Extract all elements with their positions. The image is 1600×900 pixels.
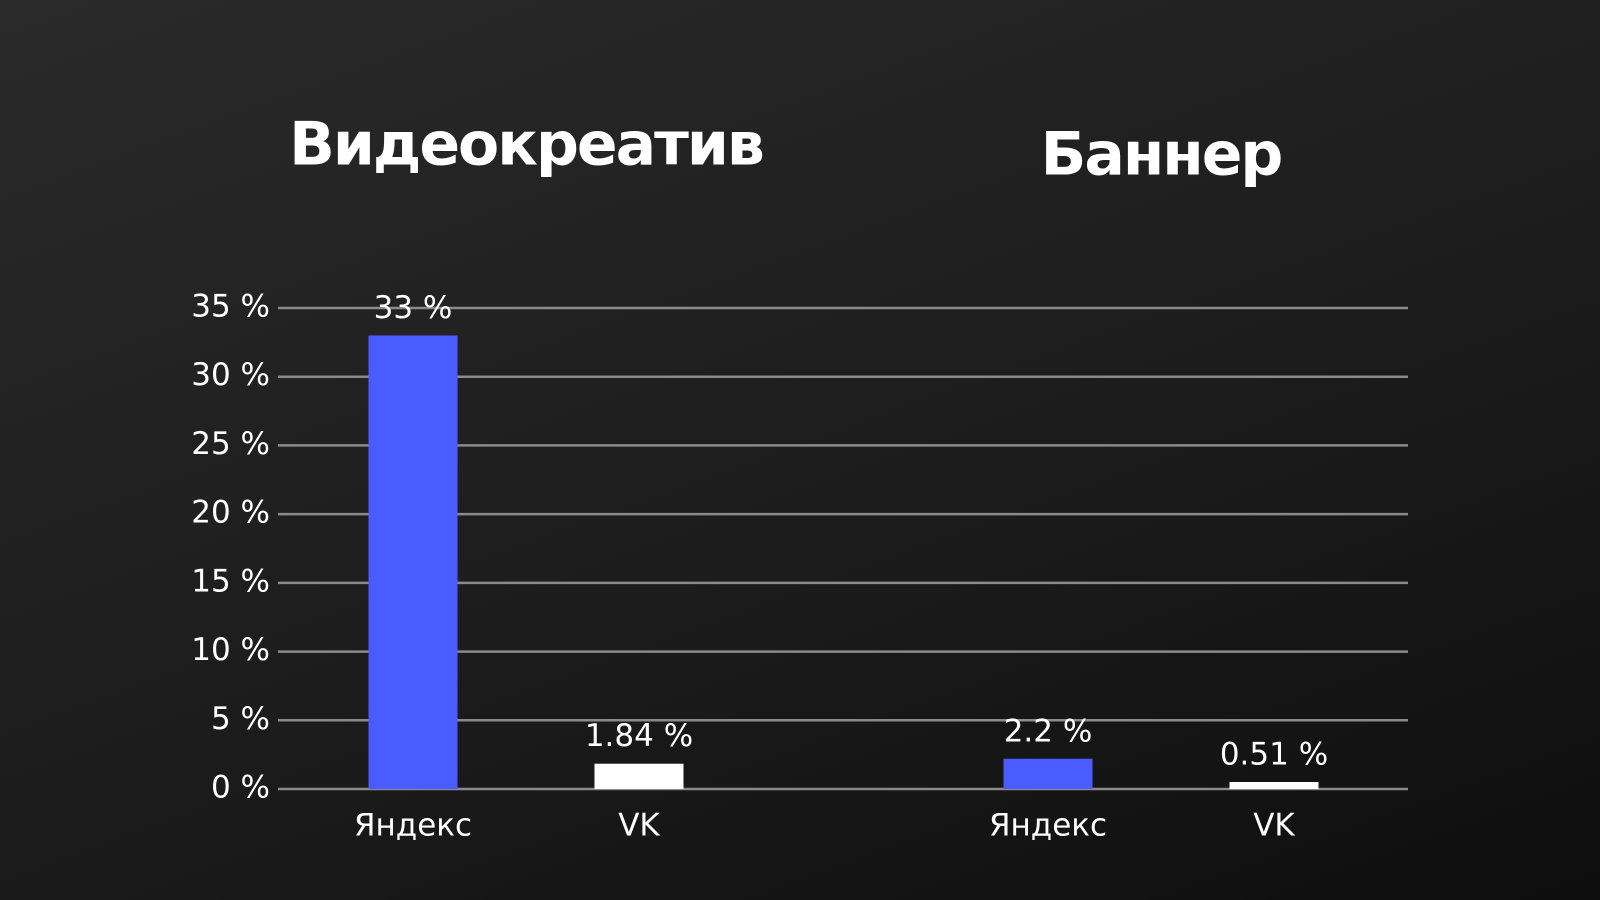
group-title: Видеокреатив bbox=[289, 110, 763, 180]
x-tick-label: VK bbox=[618, 808, 660, 844]
y-tick-label: 0 % bbox=[211, 770, 270, 806]
bar bbox=[594, 763, 684, 789]
x-tick-label: VK bbox=[1253, 808, 1295, 844]
y-tick-label: 30 % bbox=[191, 357, 270, 393]
value-label: 1.84 % bbox=[585, 718, 693, 754]
y-tick-label: 35 % bbox=[191, 289, 270, 325]
group-title: Баннер bbox=[1041, 120, 1282, 190]
y-tick-label: 5 % bbox=[211, 701, 270, 737]
y-tick-label: 20 % bbox=[191, 495, 270, 531]
y-tick-label: 15 % bbox=[191, 563, 270, 599]
value-label: 2.2 % bbox=[1004, 713, 1093, 749]
bar bbox=[1229, 781, 1319, 789]
x-tick-label: Яндекс bbox=[354, 808, 472, 844]
y-tick-label: 10 % bbox=[191, 632, 270, 668]
y-tick-label: 25 % bbox=[191, 426, 270, 462]
value-label: 0.51 % bbox=[1220, 736, 1328, 772]
x-tick-label: Яндекс bbox=[989, 808, 1107, 844]
bar bbox=[1003, 758, 1093, 789]
value-label: 33 % bbox=[374, 290, 453, 326]
bar bbox=[368, 335, 458, 789]
